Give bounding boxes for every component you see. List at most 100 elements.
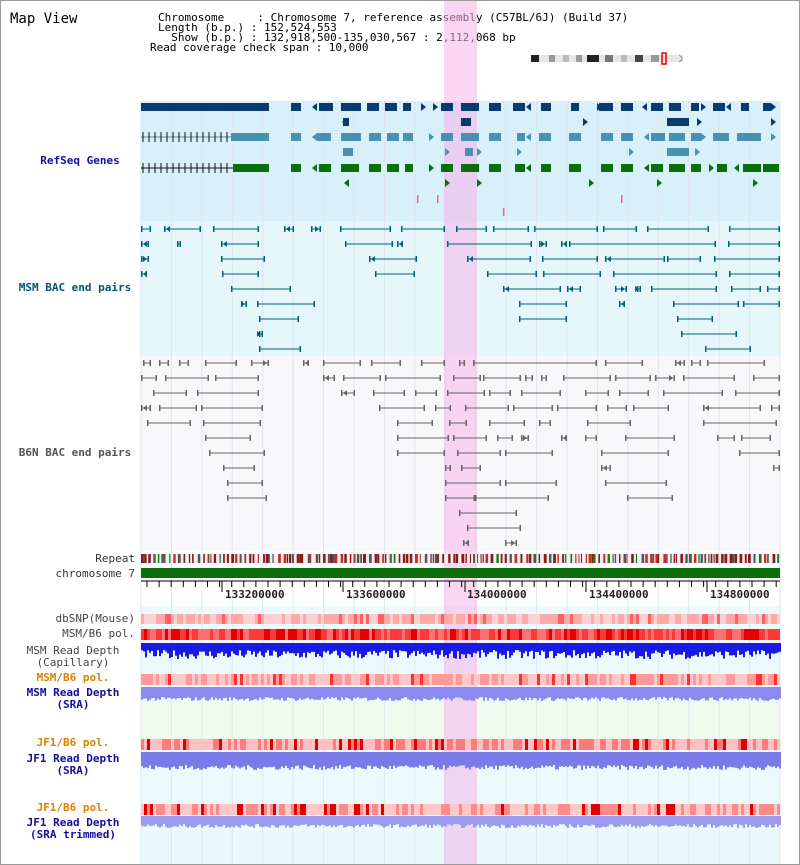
msm-pol2-cell bbox=[777, 674, 780, 685]
jf1-depth-sra-bar bbox=[277, 752, 279, 770]
jf1-depth-trim-bar bbox=[757, 816, 759, 828]
msm-depth-sra-bar bbox=[685, 687, 687, 701]
b6n-bac-pair-end bbox=[445, 480, 447, 486]
msm-depth-sra-bar bbox=[555, 687, 557, 700]
repeat-element bbox=[318, 554, 321, 563]
jf1-pol-cell bbox=[729, 739, 732, 750]
msm-bac-pair-arrow bbox=[621, 286, 625, 292]
jf1-depth-trim-bar bbox=[141, 816, 143, 826]
b6n-bac-pair-end bbox=[707, 360, 709, 366]
jf1-depth-trim-bar bbox=[545, 816, 547, 825]
msm-depth-cap-bar bbox=[607, 643, 609, 653]
jf1-pol-cell bbox=[627, 739, 630, 750]
b6n-bac-pair-end bbox=[371, 360, 373, 366]
jf1-pol2-cell bbox=[483, 804, 486, 815]
b6n-bac-pair-end bbox=[753, 375, 755, 381]
msm-pol-cell bbox=[567, 629, 570, 640]
axis-tick-label: 133200000 bbox=[225, 588, 285, 601]
jf1-depth-sra-bar bbox=[327, 752, 329, 769]
msm-depth-sra-bar bbox=[567, 687, 569, 698]
msm-depth-sra-bar bbox=[425, 687, 427, 700]
jf1-depth-trim-bar bbox=[295, 816, 297, 826]
msm-depth-sra-bar bbox=[651, 687, 653, 699]
msm-pol-cell bbox=[681, 629, 684, 640]
jf1-depth-trim-bar bbox=[209, 816, 211, 828]
msm-depth-cap-bar bbox=[379, 643, 381, 653]
jf1-pol2-cell bbox=[480, 804, 483, 815]
jf1-depth-trim-bar bbox=[657, 816, 659, 827]
b6n-bac-pair-arrow bbox=[705, 405, 709, 411]
jf1-depth-sra-bar bbox=[337, 752, 339, 769]
jf1-depth-sra-bar bbox=[677, 752, 679, 769]
msm-pol2-cell bbox=[615, 674, 618, 685]
jf1-pol2-cell bbox=[474, 804, 477, 815]
gene-exon-block bbox=[319, 103, 333, 111]
msm-depth-sra-bar bbox=[499, 687, 501, 701]
jf1-pol2-cell bbox=[351, 804, 354, 815]
b6n-bac-pair-end bbox=[179, 360, 181, 366]
b6n-bac-pair-end bbox=[673, 435, 675, 441]
msm-bac-pair-arrow bbox=[223, 241, 227, 247]
jf1-pol-cell bbox=[417, 739, 420, 750]
jf1-depth-sra-bar bbox=[181, 752, 183, 767]
jf1-depth-sra-bar bbox=[149, 752, 151, 766]
jf1-depth-trim-bar bbox=[777, 816, 779, 827]
jf1-depth-trim-bar bbox=[151, 816, 153, 826]
jf1-depth-sra-bar bbox=[417, 752, 419, 768]
jf1-depth-trim-bar bbox=[651, 816, 653, 826]
jf1-depth-trim-bar bbox=[693, 816, 695, 825]
jf1-pol-cell bbox=[216, 739, 219, 750]
msm-pol-cell bbox=[459, 629, 462, 640]
repeat-element bbox=[296, 554, 300, 563]
msm-depth-cap-bar bbox=[751, 643, 753, 657]
jf1-pol-cell bbox=[462, 739, 465, 750]
gene-exon-block bbox=[385, 103, 397, 111]
msm-pol-cell bbox=[771, 629, 774, 640]
msm-bac-pair-end bbox=[705, 346, 707, 352]
msm-depth-sra-bar bbox=[431, 687, 433, 700]
msm-depth-cap-bar bbox=[637, 643, 639, 659]
dbsnp-cell bbox=[474, 614, 477, 624]
jf1-pol2-cell bbox=[504, 804, 507, 815]
msm-pol2-cell bbox=[567, 674, 570, 685]
jf1-pol-cell bbox=[732, 739, 735, 750]
snp-marker bbox=[417, 195, 419, 203]
jf1-depth-sra-bar bbox=[191, 752, 193, 767]
msm-depth-sra-bar bbox=[215, 687, 217, 699]
msm-depth-sra-bar bbox=[249, 687, 251, 701]
b6n-bac-pair-end bbox=[739, 450, 741, 456]
msm-pol2-cell bbox=[744, 674, 747, 685]
repeat-element bbox=[157, 554, 160, 563]
jf1-depth-sra-bar bbox=[217, 752, 219, 769]
dbsnp-cell bbox=[636, 614, 639, 624]
msm-pol2-cell bbox=[603, 674, 606, 685]
jf1-depth-sra-bar bbox=[703, 752, 705, 768]
jf1-pol2-cell bbox=[429, 804, 432, 815]
msm-bac-pair-end bbox=[737, 301, 739, 307]
msm-pol-cell bbox=[657, 629, 660, 640]
jf1-depth-sra-bar bbox=[197, 752, 199, 768]
msm-bac-pair-arrow bbox=[241, 301, 245, 307]
dbsnp-cell bbox=[261, 614, 264, 624]
jf1-pol-cell bbox=[648, 739, 651, 750]
gene-strand-arrow bbox=[228, 103, 233, 111]
jf1-depth-sra-bar bbox=[211, 752, 213, 767]
dbsnp-cell bbox=[255, 614, 258, 624]
msm-depth-cap-bar bbox=[515, 643, 517, 651]
msm-depth-sra-bar bbox=[665, 687, 667, 699]
b6n-bac-pair-end bbox=[775, 420, 777, 426]
jf1-pol-cell bbox=[258, 739, 261, 750]
jf1-pol-cell bbox=[606, 739, 609, 750]
jf1-pol-cell bbox=[315, 739, 318, 750]
dbsnp-cell bbox=[501, 614, 504, 624]
dbsnp-cell bbox=[306, 614, 309, 624]
jf1-pol-cell bbox=[486, 739, 489, 750]
dbsnp-cell bbox=[753, 614, 756, 624]
repeat-element bbox=[203, 554, 205, 563]
jf1-depth-trim-bar bbox=[251, 816, 253, 827]
jf1-depth-trim-bar bbox=[739, 816, 741, 825]
jf1-depth-sra-bar bbox=[309, 752, 311, 769]
b6n-bac-pair-end bbox=[545, 375, 547, 381]
dbsnp-cell bbox=[660, 614, 663, 624]
